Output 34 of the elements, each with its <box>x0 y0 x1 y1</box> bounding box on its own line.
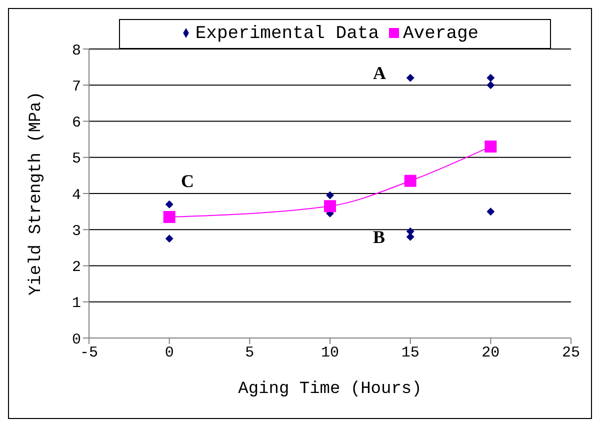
x-tick-label: 20 <box>482 344 500 362</box>
x-tick-label: 5 <box>245 344 254 362</box>
x-tick-label: 15 <box>401 344 420 362</box>
x-tick-label: -5 <box>80 344 98 362</box>
point <box>165 234 174 243</box>
point <box>486 74 495 82</box>
y-tick-label: 2 <box>72 259 81 276</box>
point <box>326 191 334 200</box>
point <box>484 140 497 153</box>
y-tick-label: 7 <box>72 78 81 96</box>
y-tick-label: 6 <box>72 114 81 132</box>
legend-label: Experimental Data <box>195 24 379 44</box>
x-tick-label: 25 <box>562 344 580 362</box>
point <box>406 74 414 82</box>
x-tick-label: 10 <box>320 344 340 362</box>
x-tick-label: 0 <box>164 344 174 362</box>
annotation: B <box>373 227 386 247</box>
y-axis-title: Yield Strength (MPa) <box>27 91 46 296</box>
annotation: C <box>181 171 194 191</box>
y-tick-label: 0 <box>72 331 81 348</box>
point <box>165 200 174 208</box>
y-tick-label: 5 <box>72 150 81 168</box>
annotation: A <box>373 63 386 83</box>
y-tick-label: 8 <box>72 42 81 60</box>
y-tick-label: 1 <box>72 295 81 312</box>
point <box>324 200 336 212</box>
x-axis-title: Aging Time (Hours) <box>238 380 422 399</box>
point <box>486 81 495 90</box>
point <box>404 174 416 187</box>
point <box>163 210 176 223</box>
y-tick-label: 4 <box>72 186 81 204</box>
y-tick-label: 3 <box>72 222 81 240</box>
legend-label: Average <box>403 24 479 44</box>
point <box>486 208 495 216</box>
